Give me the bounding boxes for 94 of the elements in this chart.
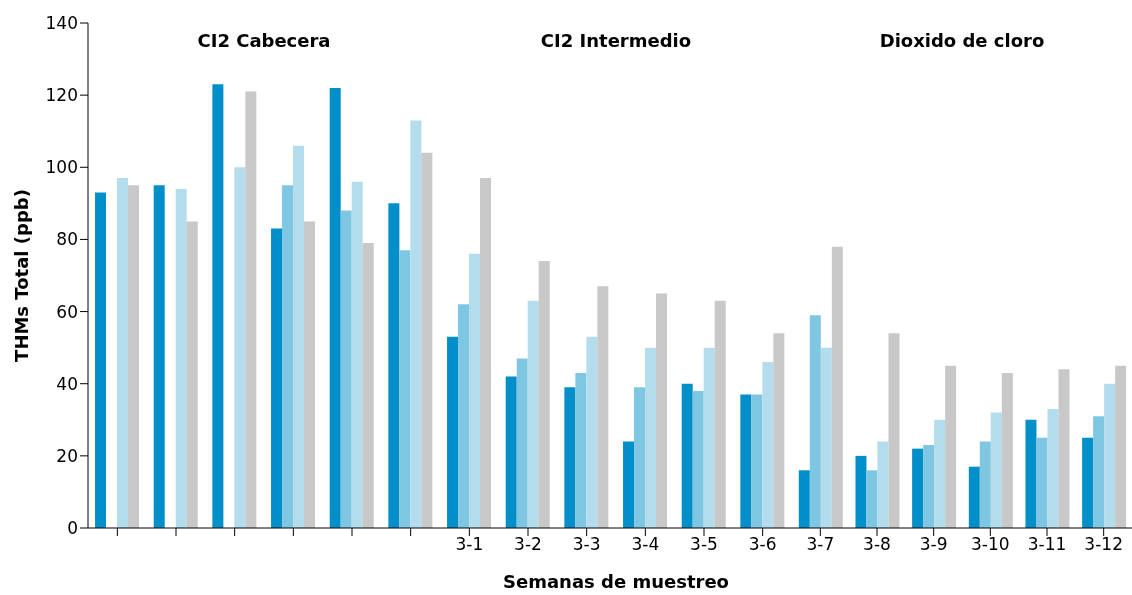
bar	[282, 185, 294, 528]
y-axis-title: THMs Total (ppb)	[11, 189, 33, 362]
bar	[304, 221, 316, 528]
y-tick-label: 100	[45, 157, 78, 178]
bar	[1001, 372, 1013, 528]
bar	[421, 152, 433, 528]
x-tick-label: 3-2	[514, 534, 542, 555]
bar	[399, 250, 411, 528]
bar	[855, 455, 867, 528]
bar	[623, 441, 635, 528]
bar	[516, 358, 528, 528]
bar	[656, 293, 668, 528]
bar	[351, 181, 363, 528]
x-tick-label: 3-9	[919, 534, 948, 555]
x-axis-title: Semanas de muestreo	[503, 571, 729, 592]
bar	[831, 246, 843, 528]
y-tick-label: 40	[56, 373, 78, 394]
x-tick-label: 3-11	[1027, 534, 1067, 555]
bar	[692, 390, 704, 528]
chart-title: CI2 Intermedio	[539, 30, 693, 51]
bar	[234, 167, 246, 528]
bar	[340, 210, 352, 528]
bar	[469, 253, 481, 528]
y-tick-label: 0	[67, 518, 78, 539]
y-tick-label: 140	[45, 13, 78, 34]
bar	[740, 394, 752, 528]
bar	[447, 336, 459, 528]
bar	[866, 470, 878, 528]
bar	[912, 448, 924, 528]
x-tick-label: 3-5	[690, 534, 718, 555]
bar	[538, 261, 550, 528]
bar	[1025, 419, 1037, 528]
bar	[762, 362, 774, 528]
bar	[1104, 383, 1116, 528]
bar	[128, 185, 140, 528]
bar	[1058, 369, 1070, 528]
bar	[809, 315, 821, 528]
bar	[271, 228, 283, 528]
bar	[945, 365, 957, 528]
bar	[597, 286, 609, 528]
x-tick-label: 3-7	[806, 534, 835, 555]
bar	[458, 304, 470, 528]
bar	[329, 87, 341, 528]
bar	[575, 372, 587, 528]
bar	[714, 300, 726, 528]
bar	[751, 394, 763, 528]
y-tick-label: 120	[45, 85, 78, 106]
bar	[634, 387, 646, 528]
bar	[968, 466, 980, 528]
bar	[153, 185, 165, 528]
x-tick-label: 3-6	[748, 534, 777, 555]
bar	[175, 188, 187, 528]
bar	[645, 347, 657, 528]
x-tick-label: 3-8	[863, 534, 891, 555]
bar	[1047, 408, 1059, 528]
bar	[586, 336, 598, 528]
y-tick-label: 80	[56, 229, 78, 250]
bar	[293, 145, 305, 528]
x-tick-label: 3-3	[572, 534, 601, 555]
bar	[990, 412, 1002, 528]
chart-title: Dioxido de cloro	[878, 30, 1046, 51]
bar	[681, 383, 693, 528]
bar	[212, 84, 224, 528]
bar	[1093, 416, 1105, 528]
bar	[877, 441, 889, 528]
bar	[245, 91, 257, 528]
bar	[703, 347, 715, 528]
bar	[1115, 365, 1127, 528]
bar	[388, 203, 400, 528]
bar	[117, 178, 129, 528]
bar	[362, 243, 374, 528]
bar	[820, 347, 832, 528]
bar	[934, 419, 946, 528]
bar	[505, 376, 517, 528]
x-tick-label: 3-12	[1084, 534, 1123, 555]
bar	[888, 333, 900, 528]
bar	[527, 300, 539, 528]
bar	[979, 441, 991, 528]
y-tick-label: 20	[56, 445, 78, 466]
bar	[95, 192, 107, 528]
bar	[798, 470, 810, 528]
x-tick-label: 3-10	[971, 534, 1010, 555]
x-tick-label: 3-1	[455, 534, 484, 555]
y-tick-label: 60	[56, 301, 78, 322]
x-tick-label: 3-4	[631, 534, 660, 555]
bar	[1036, 437, 1048, 528]
bar	[773, 333, 785, 528]
bar	[1082, 437, 1094, 528]
bar	[923, 445, 935, 528]
bar	[186, 221, 198, 528]
bar	[564, 387, 576, 528]
chart-title: CI2 Cabecera	[196, 30, 332, 51]
bar	[480, 178, 492, 528]
bar	[410, 120, 422, 528]
